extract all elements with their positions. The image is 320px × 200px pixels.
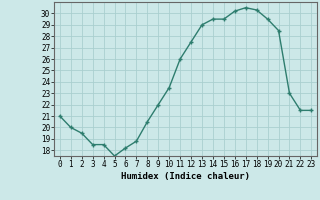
X-axis label: Humidex (Indice chaleur): Humidex (Indice chaleur) [121,172,250,181]
